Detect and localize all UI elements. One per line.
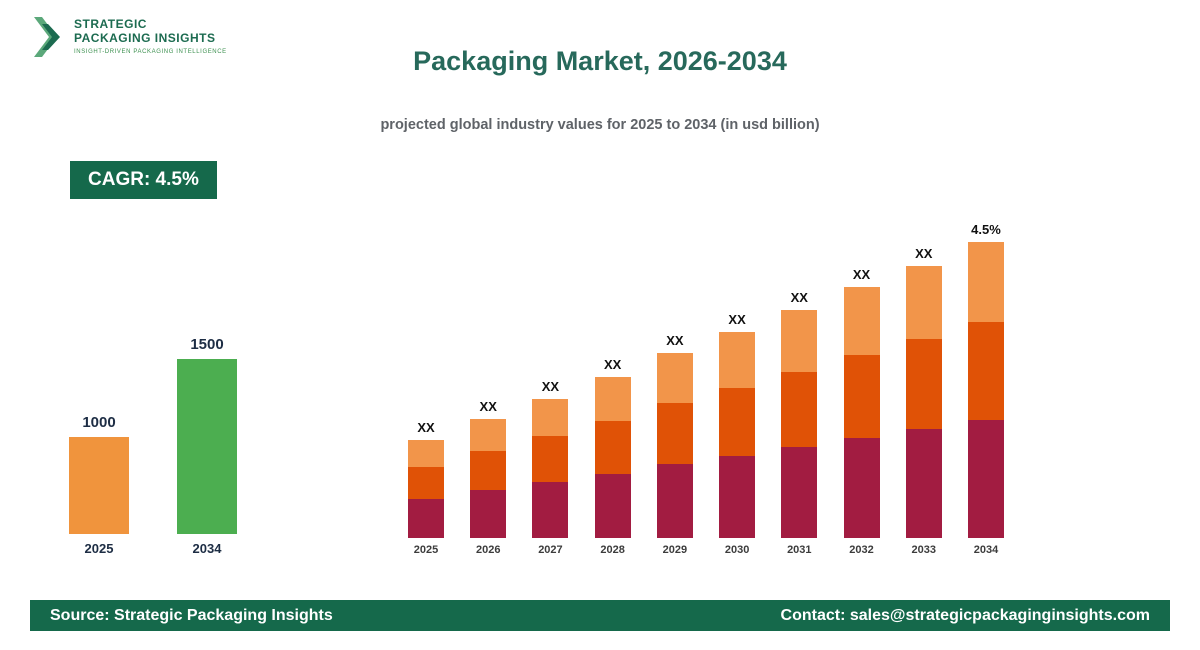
bar-top-label: XX [666, 333, 684, 348]
bar-top-label: XX [790, 290, 808, 305]
bar-year-label: 2029 [662, 544, 688, 556]
stacked-bar-column: XX 2025 [406, 211, 446, 556]
segment-bottom [470, 490, 507, 538]
page-subtitle: projected global industry values for 202… [380, 117, 820, 133]
bar-year-label: 2025 [84, 541, 114, 556]
page-title: Packaging Market, 2026-2034 [413, 46, 787, 76]
brand-logo: STRATEGIC PACKAGING INSIGHTS INSIGHT-DRI… [32, 14, 227, 60]
segment-top [719, 332, 756, 388]
segment-middle [719, 388, 756, 456]
segment-top [905, 266, 942, 339]
stacked-bar [781, 310, 818, 538]
stacked-bar [843, 287, 880, 538]
stacked-bar [408, 440, 444, 538]
footer-source: Source: Strategic Packaging Insights [50, 606, 333, 624]
bar-top-label: XX [417, 420, 435, 435]
stacked-bar [594, 377, 631, 538]
segment-top [470, 419, 507, 451]
stacked-bar-chart: XX 2025 XX 2026 XX 2027 XX 2028 XX 2029 XX 2030 XX 20… [406, 211, 1006, 556]
footer-bar: Source: Strategic Packaging Insights Con… [30, 600, 1170, 631]
bar-year-label: 2028 [600, 544, 625, 556]
bar-year-label: 2026 [475, 544, 501, 556]
segment-middle [594, 421, 631, 474]
stacked-bar [719, 332, 756, 538]
stacked-bar-column: XX 2026 [468, 211, 508, 556]
stacked-bar-column: XX 2029 [655, 211, 695, 556]
cagr-badge: CAGR: 4.5% [70, 161, 217, 199]
stacked-bar [656, 353, 693, 538]
stacked-bar [470, 419, 507, 538]
segment-bottom [656, 464, 693, 538]
stacked-bar-column: XX 2033 [904, 211, 944, 556]
stacked-bar [532, 399, 569, 538]
stacked-bar [967, 242, 1004, 538]
segment-middle [408, 467, 444, 499]
segment-top [594, 377, 631, 421]
segment-bottom [532, 482, 569, 538]
segment-bottom [905, 429, 942, 538]
mini-bar-column: 1000 2025 [68, 330, 130, 556]
segment-bottom [719, 456, 756, 538]
bar-year-label: 2031 [787, 544, 812, 556]
bar-top-label: XX [603, 357, 622, 372]
bar-top-label: XX [728, 312, 746, 327]
segment-top [967, 242, 1004, 322]
bar-value-label: 1000 [82, 414, 116, 431]
segment-middle [656, 403, 693, 464]
brand-logo-text: STRATEGIC PACKAGING INSIGHTS INSIGHT-DRI… [74, 17, 227, 55]
segment-top [656, 353, 693, 403]
bar-year-label: 2027 [538, 544, 563, 556]
bar-top-label: XX [852, 267, 871, 282]
bar-year-label: 2033 [911, 544, 936, 556]
segment-bottom [781, 447, 818, 538]
segment-middle [967, 322, 1004, 420]
stacked-bar [905, 266, 942, 538]
segment-middle [532, 436, 569, 482]
brand-name-line2: PACKAGING INSIGHTS [74, 31, 216, 46]
stacked-bar-column: 4.5% 2034 [966, 211, 1006, 556]
stacked-bar-column: XX 2028 [593, 211, 633, 556]
stacked-bar-column: XX 2027 [530, 211, 570, 556]
segment-bottom [408, 499, 444, 538]
bar-year-label: 2030 [724, 544, 750, 556]
segment-middle [781, 372, 818, 447]
segment-middle [470, 451, 507, 490]
comparison-bar-chart: 1000 2025 1500 2034 [68, 330, 238, 556]
bar-year-label: 2025 [413, 544, 439, 556]
segment-top [781, 310, 818, 372]
segment-bottom [967, 420, 1004, 538]
bar-year-label: 2032 [849, 544, 874, 556]
bar-year-label: 2034 [192, 541, 222, 556]
brand-tagline: INSIGHT-DRIVEN PACKAGING INTELLIGENCE [74, 48, 227, 55]
footer-contact: Contact: sales@strategicpackaginginsight… [780, 606, 1150, 624]
double-chevron-icon [34, 17, 60, 57]
stacked-bar-column: XX 2030 [717, 211, 757, 556]
bar-value-label: 1500 [190, 336, 224, 353]
segment-middle [905, 339, 942, 429]
segment-middle [843, 355, 880, 438]
segment-top [408, 440, 444, 467]
bar-year-label: 2034 [973, 544, 999, 556]
segment-bottom [843, 438, 880, 538]
bar-top-label: XX [541, 379, 560, 394]
segment-top [532, 399, 569, 436]
bar-top-label: XX [479, 399, 497, 414]
segment-top [843, 287, 880, 355]
segment-bottom [594, 474, 631, 538]
bar-top-label: XX [915, 246, 933, 261]
bar [177, 359, 237, 534]
bar [69, 437, 129, 534]
stacked-bar-column: XX 2031 [779, 211, 819, 556]
stacked-bar-column: XX 2032 [842, 211, 882, 556]
brand-name-line1: STRATEGIC [74, 17, 147, 32]
bar-top-label: 4.5% [971, 222, 1001, 237]
mini-bar-column: 1500 2034 [176, 330, 238, 556]
